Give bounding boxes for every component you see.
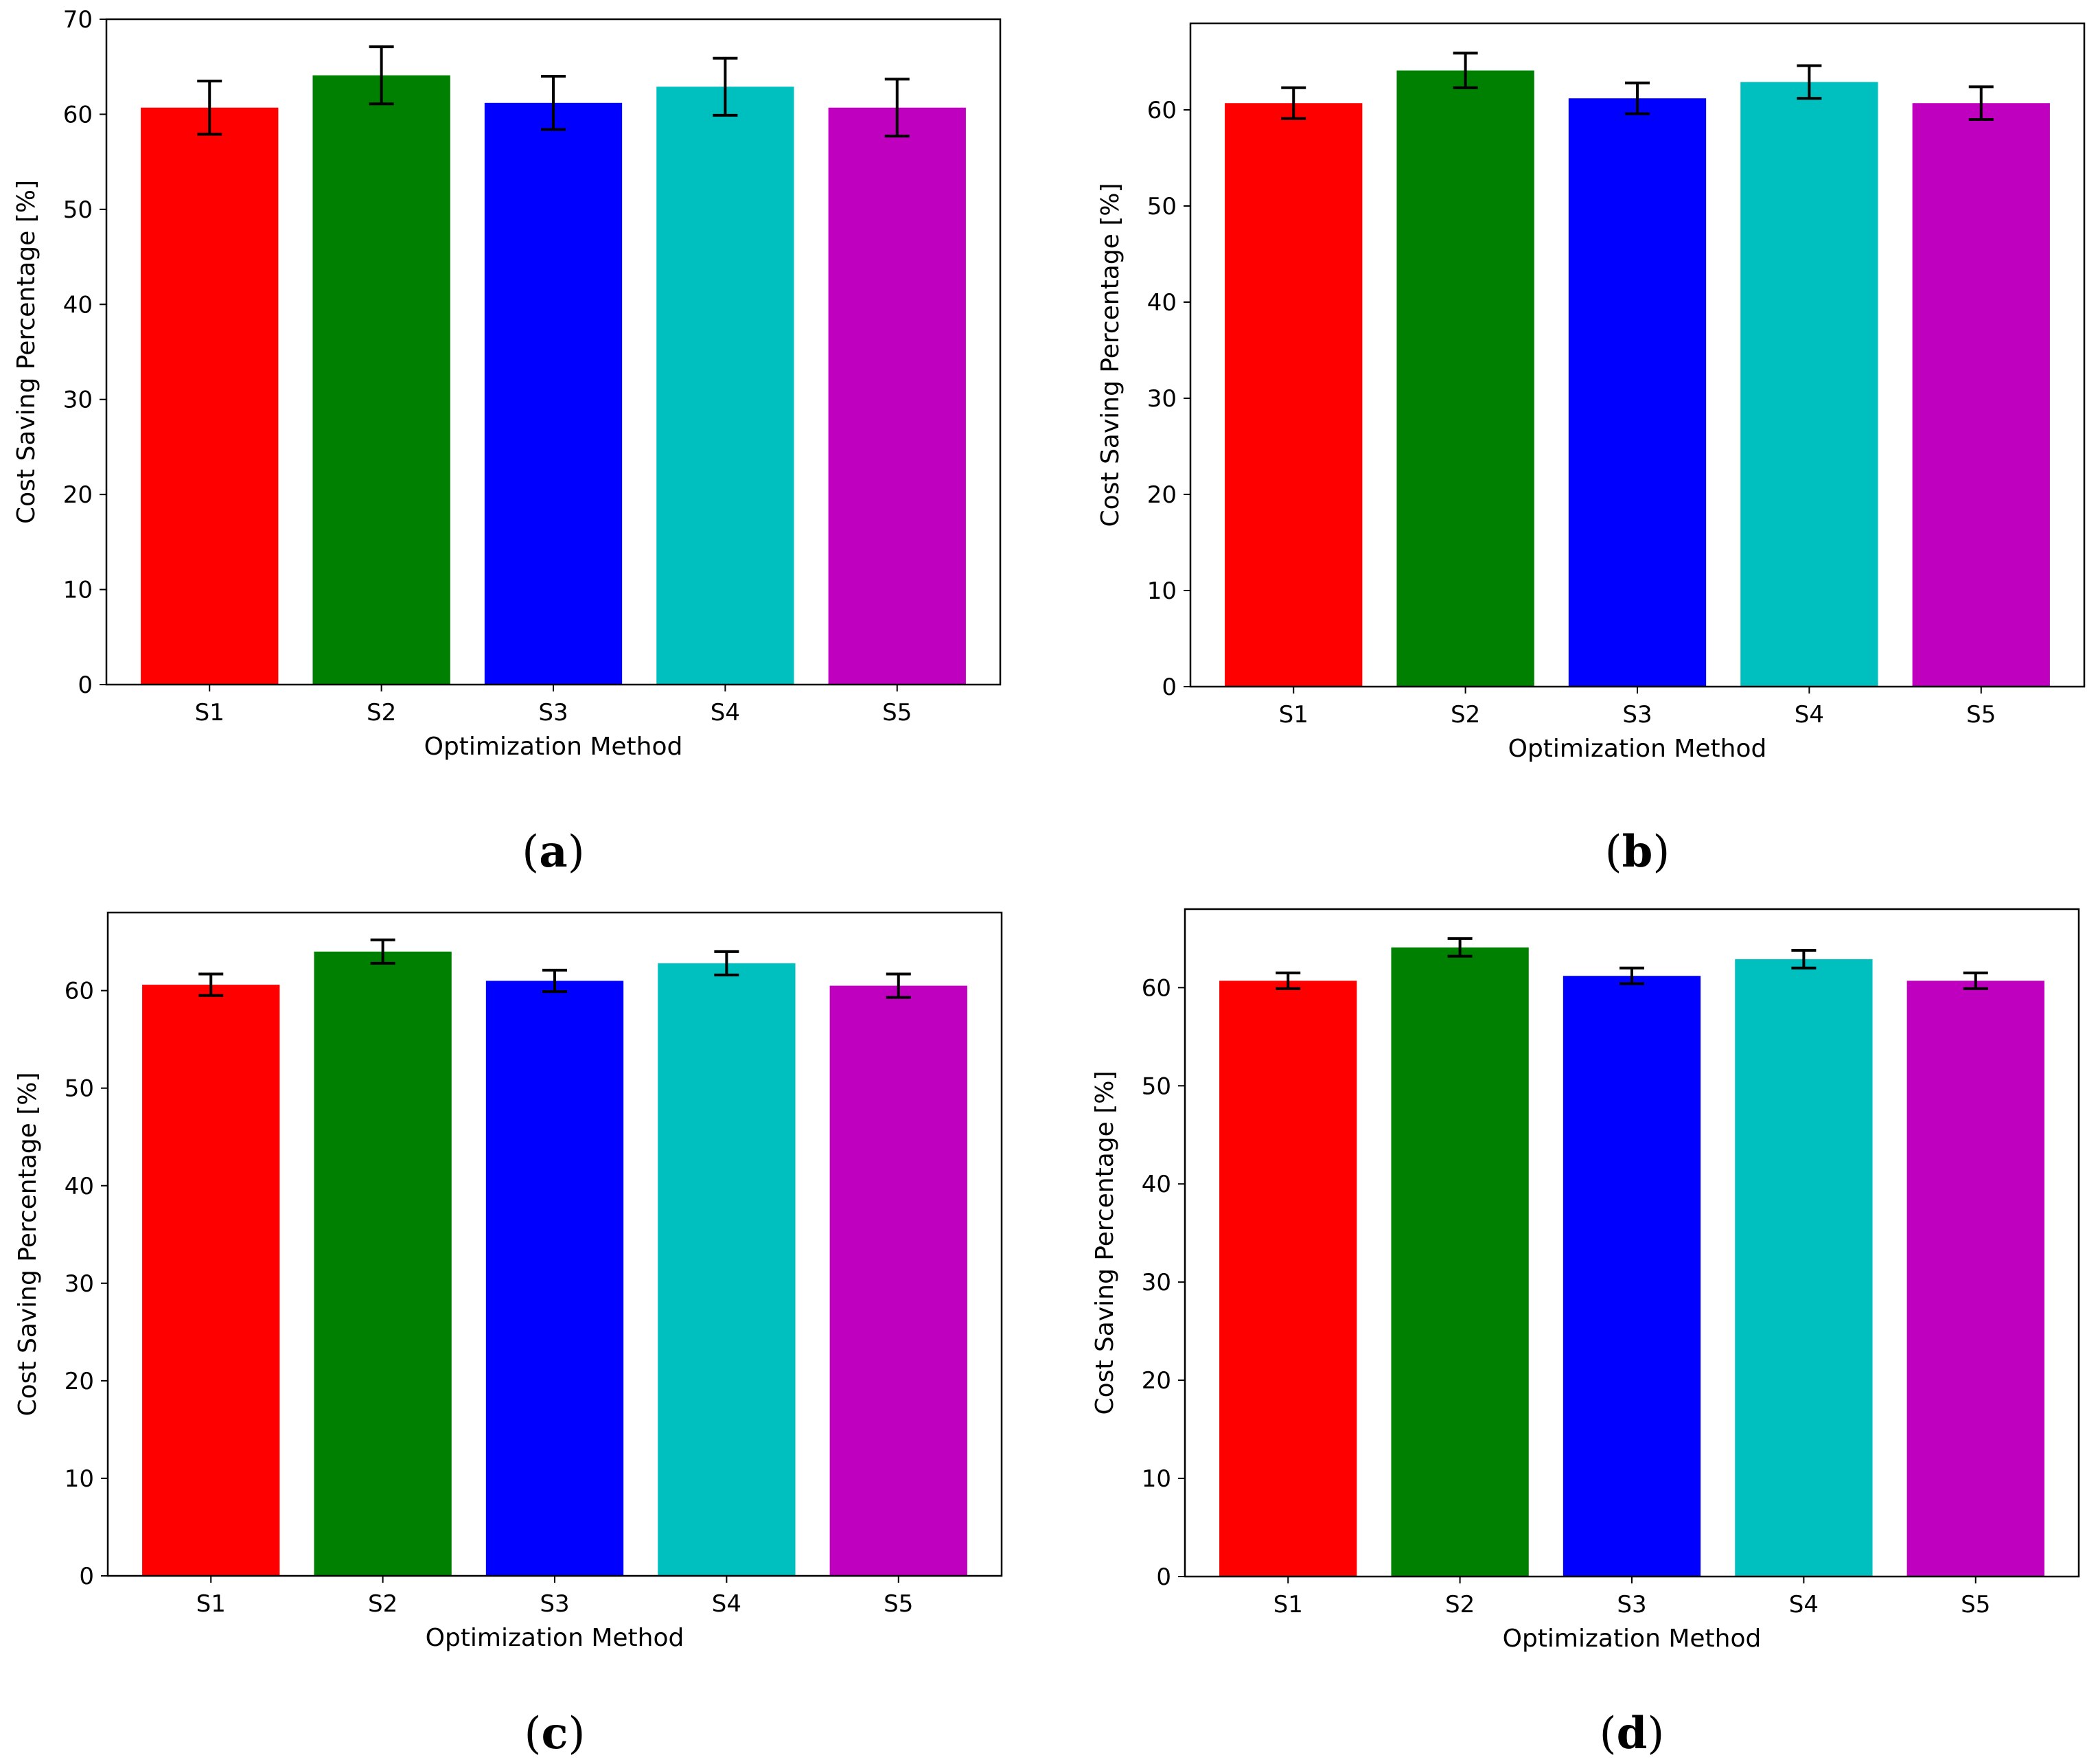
- x-tick-label-s4: S4: [711, 699, 740, 726]
- bar-s4: [1740, 82, 1878, 687]
- x-tick-label-s4: S4: [712, 1590, 741, 1618]
- x-tick-label-s5: S5: [1961, 1591, 1990, 1618]
- x-tick-label-s2: S2: [368, 1590, 397, 1618]
- bar-s4: [1735, 959, 1873, 1577]
- y-tick-label-60: 60: [63, 101, 93, 128]
- chart-svg-d: S1 S2 S3 S4 S5 0 10 20 30 40 50 60 Optimization Meth…: [1091, 908, 2080, 1759]
- y-tick-label-60: 60: [1142, 974, 1171, 1002]
- bar-s2: [1396, 70, 1534, 687]
- x-tick-label-s3: S3: [540, 1590, 569, 1618]
- x-tick-label-s5: S5: [884, 1590, 913, 1618]
- y-tick-label-70: 70: [63, 6, 93, 34]
- y-tick-label-30: 30: [63, 387, 93, 414]
- chart-svg-b: S1 S2 S3 S4 S5 0 10 20 30 40 50 60 Optimization Meth…: [1096, 22, 2086, 878]
- plot-frame: [105, 18, 1002, 686]
- x-tick-label-s1: S1: [195, 699, 224, 726]
- panel-caption: (a): [522, 826, 584, 878]
- y-tick-label-20: 20: [63, 481, 93, 509]
- bar-s5: [1912, 103, 2050, 687]
- plot-frame: [1184, 908, 2080, 1578]
- y-tick-label-10: 10: [1142, 1465, 1171, 1493]
- bar-s3: [1563, 976, 1701, 1577]
- y-tick-label-30: 30: [1147, 385, 1177, 413]
- x-tick-label-s1: S1: [196, 1590, 226, 1618]
- x-tick-label-s2: S2: [367, 699, 396, 726]
- bar-s1: [142, 985, 280, 1576]
- bar-s4: [658, 963, 796, 1576]
- x-tick-label-s2: S2: [1451, 701, 1480, 729]
- y-tick-label-0: 0: [79, 1563, 94, 1590]
- y-tick-label-30: 30: [65, 1270, 94, 1298]
- y-tick-label-10: 10: [63, 577, 93, 604]
- x-tick-label-s4: S4: [1789, 1591, 1819, 1618]
- y-tick-label-50: 50: [63, 196, 93, 224]
- panel-caption: (d): [1600, 1708, 1665, 1759]
- x-tick-label-s1: S1: [1279, 701, 1309, 729]
- bar-s2: [1391, 947, 1529, 1577]
- y-tick-label-60: 60: [1147, 97, 1177, 124]
- y-tick-label-60: 60: [65, 978, 94, 1005]
- x-axis-label: Optimization Method: [426, 1624, 684, 1652]
- y-tick-label-40: 40: [65, 1173, 94, 1200]
- y-tick-label-10: 10: [1147, 577, 1177, 605]
- y-tick-label-50: 50: [1142, 1073, 1171, 1100]
- bar-s3: [485, 981, 624, 1576]
- x-axis-label: Optimization Method: [1503, 1625, 1762, 1653]
- y-axis-label: Cost Saving Percentage [%]: [14, 1072, 42, 1416]
- panel-caption: (b): [1605, 826, 1670, 878]
- y-axis-label: Cost Saving Percentage [%]: [1096, 183, 1125, 527]
- x-tick-label-s3: S3: [1617, 1591, 1646, 1618]
- y-axis-label: Cost Saving Percentage [%]: [1091, 1070, 1119, 1414]
- x-tick-label-s3: S3: [1622, 701, 1652, 729]
- bar-s3: [484, 102, 623, 685]
- y-tick-label-40: 40: [1142, 1171, 1171, 1198]
- chart-svg-a: S1 S2 S3 S4 S5 0 10 20 30 40 50 60 70 Optimization Me…: [12, 6, 1002, 878]
- chart-panel-b: S1 S2 S3 S4 S5 0 10 20 30 40 50 60 Optimization Meth…: [1049, 0, 2098, 882]
- bar-s5: [829, 985, 967, 1576]
- bar-s2: [312, 75, 450, 685]
- x-tick-label-s1: S1: [1273, 1591, 1303, 1618]
- y-tick-label-0: 0: [1162, 674, 1177, 701]
- y-tick-label-20: 20: [1142, 1367, 1171, 1395]
- y-tick-label-30: 30: [1142, 1269, 1171, 1296]
- x-tick-label-s5: S5: [1966, 701, 1996, 729]
- y-tick-label-40: 40: [63, 291, 93, 319]
- bar-s1: [1225, 103, 1363, 687]
- bar-s3: [1568, 98, 1707, 687]
- y-tick-label-20: 20: [1147, 481, 1177, 509]
- chart-panel-c: S1 S2 S3 S4 S5 0 10 20 30 40 50 60 Optimization Meth…: [0, 882, 1049, 1763]
- chart-svg-c: S1 S2 S3 S4 S5 0 10 20 30 40 50 60 Optimization Meth…: [14, 911, 1003, 1759]
- panel-caption: (c): [524, 1708, 586, 1759]
- x-tick-label-s4: S4: [1795, 701, 1824, 729]
- chart-panel-a: S1 S2 S3 S4 S5 0 10 20 30 40 50 60 70 Optimization Me…: [0, 0, 1049, 882]
- y-tick-label-20: 20: [65, 1368, 94, 1395]
- y-axis-label: Cost Saving Percentage [%]: [12, 180, 41, 524]
- x-axis-label: Optimization Method: [1508, 735, 1767, 763]
- plot-frame: [106, 911, 1003, 1577]
- y-tick-label-40: 40: [1147, 289, 1177, 317]
- y-tick-label-0: 0: [1156, 1563, 1171, 1591]
- bar-s1: [1219, 981, 1357, 1577]
- y-tick-label-50: 50: [1147, 193, 1177, 220]
- chart-panel-d: S1 S2 S3 S4 S5 0 10 20 30 40 50 60 Optimization Meth…: [1049, 882, 2098, 1763]
- bar-s5: [1906, 981, 2044, 1577]
- bar-s2: [314, 951, 452, 1576]
- y-tick-label-0: 0: [78, 672, 93, 699]
- x-tick-label-s3: S3: [538, 699, 568, 726]
- y-tick-label-10: 10: [65, 1465, 94, 1493]
- x-tick-label-s5: S5: [882, 699, 912, 726]
- x-axis-label: Optimization Method: [424, 733, 683, 761]
- bar-s4: [656, 87, 794, 685]
- bar-s5: [828, 107, 966, 685]
- plot-frame: [1189, 22, 2086, 688]
- y-tick-label-50: 50: [65, 1075, 94, 1103]
- bar-s1: [141, 107, 279, 685]
- x-tick-label-s2: S2: [1445, 1591, 1475, 1618]
